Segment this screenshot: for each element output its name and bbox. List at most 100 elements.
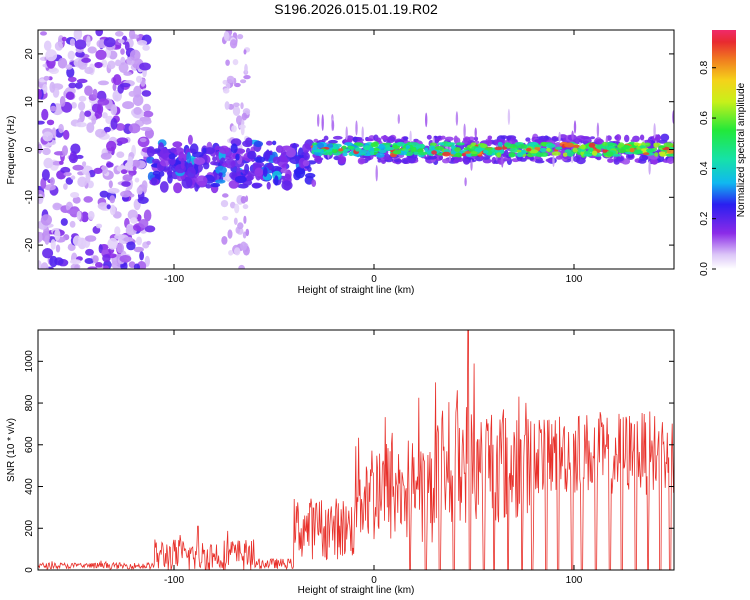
spectral-blob [386,147,395,151]
spectral-blob [535,152,544,158]
spectral-blob [70,102,77,109]
spectral-blob [245,195,249,202]
spectral-blob [73,30,83,40]
spectral-blob [332,146,339,150]
spectral-blob [474,127,477,138]
spectral-blob [607,158,614,163]
top-x-tick-label: 0 [371,274,377,285]
spectral-blob [463,158,470,165]
spectral-blob [516,152,523,158]
spectral-blob [42,83,48,95]
spectral-blob [83,196,93,203]
spectral-blob [265,149,271,160]
spectral-blob [128,123,141,134]
spectral-blob [120,169,128,175]
spectral-blob [602,141,608,147]
spectral-blob [42,248,54,259]
spectral-blob [454,147,461,152]
spectral-blob [72,164,84,171]
spectral-blob [323,135,329,141]
spectral-blob [193,157,205,165]
bottom-y-tick-label: 1000 [24,350,35,373]
spectral-blob [222,79,228,85]
spectral-blob [133,106,142,115]
spectral-blob [321,114,324,131]
spectral-blob [136,236,142,246]
spectral-blob [139,62,151,71]
spectral-blob [84,258,94,264]
colorbar: 0.0 0.2 0.4 0.6 0.8 Normalized spectral ampl… [699,30,747,276]
spectral-blob [72,196,81,204]
spectral-blob [202,147,207,154]
spectral-blob [215,165,227,175]
spectral-blob [413,151,420,155]
spectral-blob [132,166,137,171]
spectral-blob [470,153,478,157]
spectral-blob [120,190,131,198]
spectral-blob [49,255,58,268]
spectral-blob [438,155,443,161]
spectral-blob [658,139,668,144]
spectral-blob [142,110,154,118]
spectral-blob [107,60,116,70]
spectral-blob [562,152,568,157]
spectral-blob [251,182,263,188]
spectral-blob [332,147,338,154]
spectral-blob [285,147,296,158]
spectral-blob [241,112,248,121]
spectral-blob [486,139,492,147]
spectral-blob [246,175,254,182]
spectral-blob [77,176,88,188]
spectral-blob [103,265,110,269]
spectral-blob [667,157,674,164]
spectral-blob [316,142,325,149]
spectral-blob [66,209,79,215]
spectral-blob [431,150,437,155]
spectral-blob [131,159,141,168]
spectral-blob [140,126,153,131]
spectral-blob [224,101,230,110]
spectral-blob [55,244,61,253]
spectral-blob [153,148,162,153]
spectral-blob [312,144,318,151]
spectral-blob [68,82,77,89]
spectral-blob [159,147,169,159]
spectral-blob [70,192,80,198]
spectral-blob [424,147,429,153]
spectral-blob [455,152,463,158]
spectral-blob [463,147,471,151]
spectral-blob [590,136,595,140]
spectral-blob [74,39,87,50]
spectral-blob [215,145,220,151]
spectral-blob [142,103,151,112]
spectral-blob [65,177,74,185]
spectral-blob [62,129,70,140]
spectral-blob [447,142,456,146]
spectral-blob [222,193,229,198]
colorbar-tick-label: 0.4 [699,161,710,175]
spectral-blob [552,154,555,167]
spectral-blob [78,95,87,102]
spectral-blob [106,162,114,168]
spectral-blob [81,57,91,63]
spectral-blob [38,88,42,100]
spectral-blob [195,175,208,186]
spectral-blob [210,182,221,188]
spectral-blob [91,115,97,125]
spectral-blob [654,152,659,157]
spectral-blob [102,112,108,119]
spectral-blob [252,161,265,168]
spectral-blob [85,171,91,184]
spectral-blob [484,147,494,151]
spectral-blob [644,142,651,147]
spectral-blob [456,142,465,146]
spectral-blob [127,156,134,169]
spectral-blob [242,204,249,210]
top-y-tick-label: 20 [24,48,35,60]
spectral-blob [501,155,504,168]
spectral-blob [108,180,113,189]
spectral-blob [497,141,503,147]
spectral-blob [618,142,625,147]
spectral-blob [97,202,109,210]
spectral-blob [229,171,238,179]
